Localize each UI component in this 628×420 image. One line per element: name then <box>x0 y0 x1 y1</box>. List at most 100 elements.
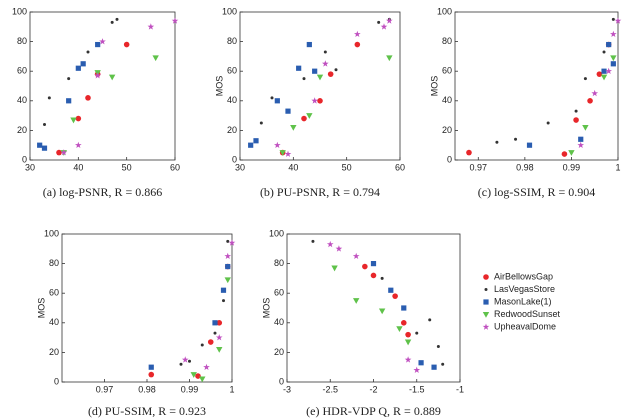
y-tick-label: 0 <box>22 154 27 164</box>
legend-marker <box>482 312 490 318</box>
data-point <box>370 272 377 279</box>
data-point <box>514 137 518 141</box>
plot-frame <box>286 233 461 383</box>
x-tick-label: 40 <box>288 162 298 172</box>
x-tick-label: 0.98 <box>138 384 156 394</box>
data-point <box>216 320 223 326</box>
data-point <box>353 298 360 304</box>
data-point <box>99 38 106 45</box>
data-point <box>290 124 297 131</box>
data-point <box>431 364 437 370</box>
data-point <box>75 65 81 71</box>
data-point <box>181 356 189 363</box>
data-point <box>331 265 338 272</box>
data-point <box>279 150 286 156</box>
y-tick-label: 40 <box>227 95 237 105</box>
data-point <box>75 141 82 149</box>
y-tick-label: 40 <box>17 95 27 105</box>
x-tick-label: 0.99 <box>563 162 581 172</box>
data-point <box>428 318 432 322</box>
data-point <box>352 252 360 260</box>
data-point <box>274 141 281 149</box>
data-point <box>80 61 86 67</box>
data-point <box>614 17 622 24</box>
y-tick-label: 40 <box>49 317 59 327</box>
y-tick-label: 80 <box>227 36 237 46</box>
data-point <box>195 373 201 379</box>
data-point <box>611 17 615 21</box>
data-point <box>179 362 183 366</box>
y-tick-label: 80 <box>442 36 452 46</box>
x-tick-label: -2 <box>369 384 377 394</box>
data-point <box>396 326 403 333</box>
y-tick-label: 20 <box>49 347 59 357</box>
legend-marker <box>482 323 490 330</box>
y-tick-label: 100 <box>437 6 452 16</box>
x-tick-label: 0.99 <box>181 384 199 394</box>
data-point <box>37 142 43 148</box>
data-point <box>316 74 324 81</box>
data-point <box>312 68 318 74</box>
data-point <box>306 41 312 48</box>
data-point <box>47 96 51 100</box>
y-tick-label: 20 <box>274 347 284 357</box>
caption: (d) PU-SSIM, R = 0.923 <box>88 404 206 418</box>
data-point <box>226 239 230 243</box>
data-point <box>386 55 393 62</box>
data-point <box>583 77 587 81</box>
data-point <box>66 98 72 104</box>
data-point <box>152 55 159 62</box>
data-point <box>148 364 154 370</box>
data-point <box>70 117 77 124</box>
data-point <box>296 65 302 71</box>
data-point <box>56 149 62 156</box>
data-point <box>224 252 232 260</box>
data-point <box>207 339 214 345</box>
y-tick-label: 100 <box>12 6 27 16</box>
x-tick-label: 50 <box>122 162 132 172</box>
data-point <box>327 71 334 77</box>
data-point <box>466 149 472 156</box>
data-point <box>602 50 606 54</box>
data-point <box>317 98 323 104</box>
data-point <box>362 263 368 270</box>
data-point <box>41 145 48 151</box>
plot-frame <box>29 11 176 161</box>
data-point <box>148 371 155 378</box>
data-point <box>220 287 227 293</box>
data-point <box>405 331 411 338</box>
data-point <box>110 20 114 24</box>
data-point <box>248 142 254 148</box>
data-point <box>418 360 424 366</box>
data-point <box>404 356 412 363</box>
data-point <box>60 149 68 156</box>
data-point <box>415 331 419 335</box>
legend-label: AirBellowsGap <box>494 271 553 281</box>
caption: (e) HDR-VDP Q, R = 0.889 <box>306 404 441 418</box>
data-point <box>378 308 386 315</box>
x-tick-label: 0.97 <box>470 162 488 172</box>
data-point <box>188 359 191 363</box>
data-point <box>401 305 407 311</box>
data-point <box>311 239 315 243</box>
x-tick-label: 0.98 <box>516 162 534 172</box>
data-point <box>386 17 393 24</box>
data-point <box>253 138 259 144</box>
data-point <box>213 331 217 335</box>
y-tick-label: 0 <box>447 154 452 164</box>
data-point <box>123 41 130 48</box>
data-point <box>115 17 119 21</box>
data-point <box>380 276 384 280</box>
data-point <box>377 20 381 24</box>
data-point <box>225 263 231 270</box>
data-point <box>326 240 334 248</box>
caption: (b) PU-PSNR, R = 0.794 <box>260 185 380 199</box>
data-point <box>573 117 579 123</box>
data-point <box>404 339 412 346</box>
data-point <box>323 50 327 54</box>
data-point <box>335 245 343 252</box>
y-tick-label: 60 <box>442 66 452 76</box>
y-axis-label: MOS <box>214 76 224 97</box>
y-axis-label: MOS <box>429 76 439 97</box>
